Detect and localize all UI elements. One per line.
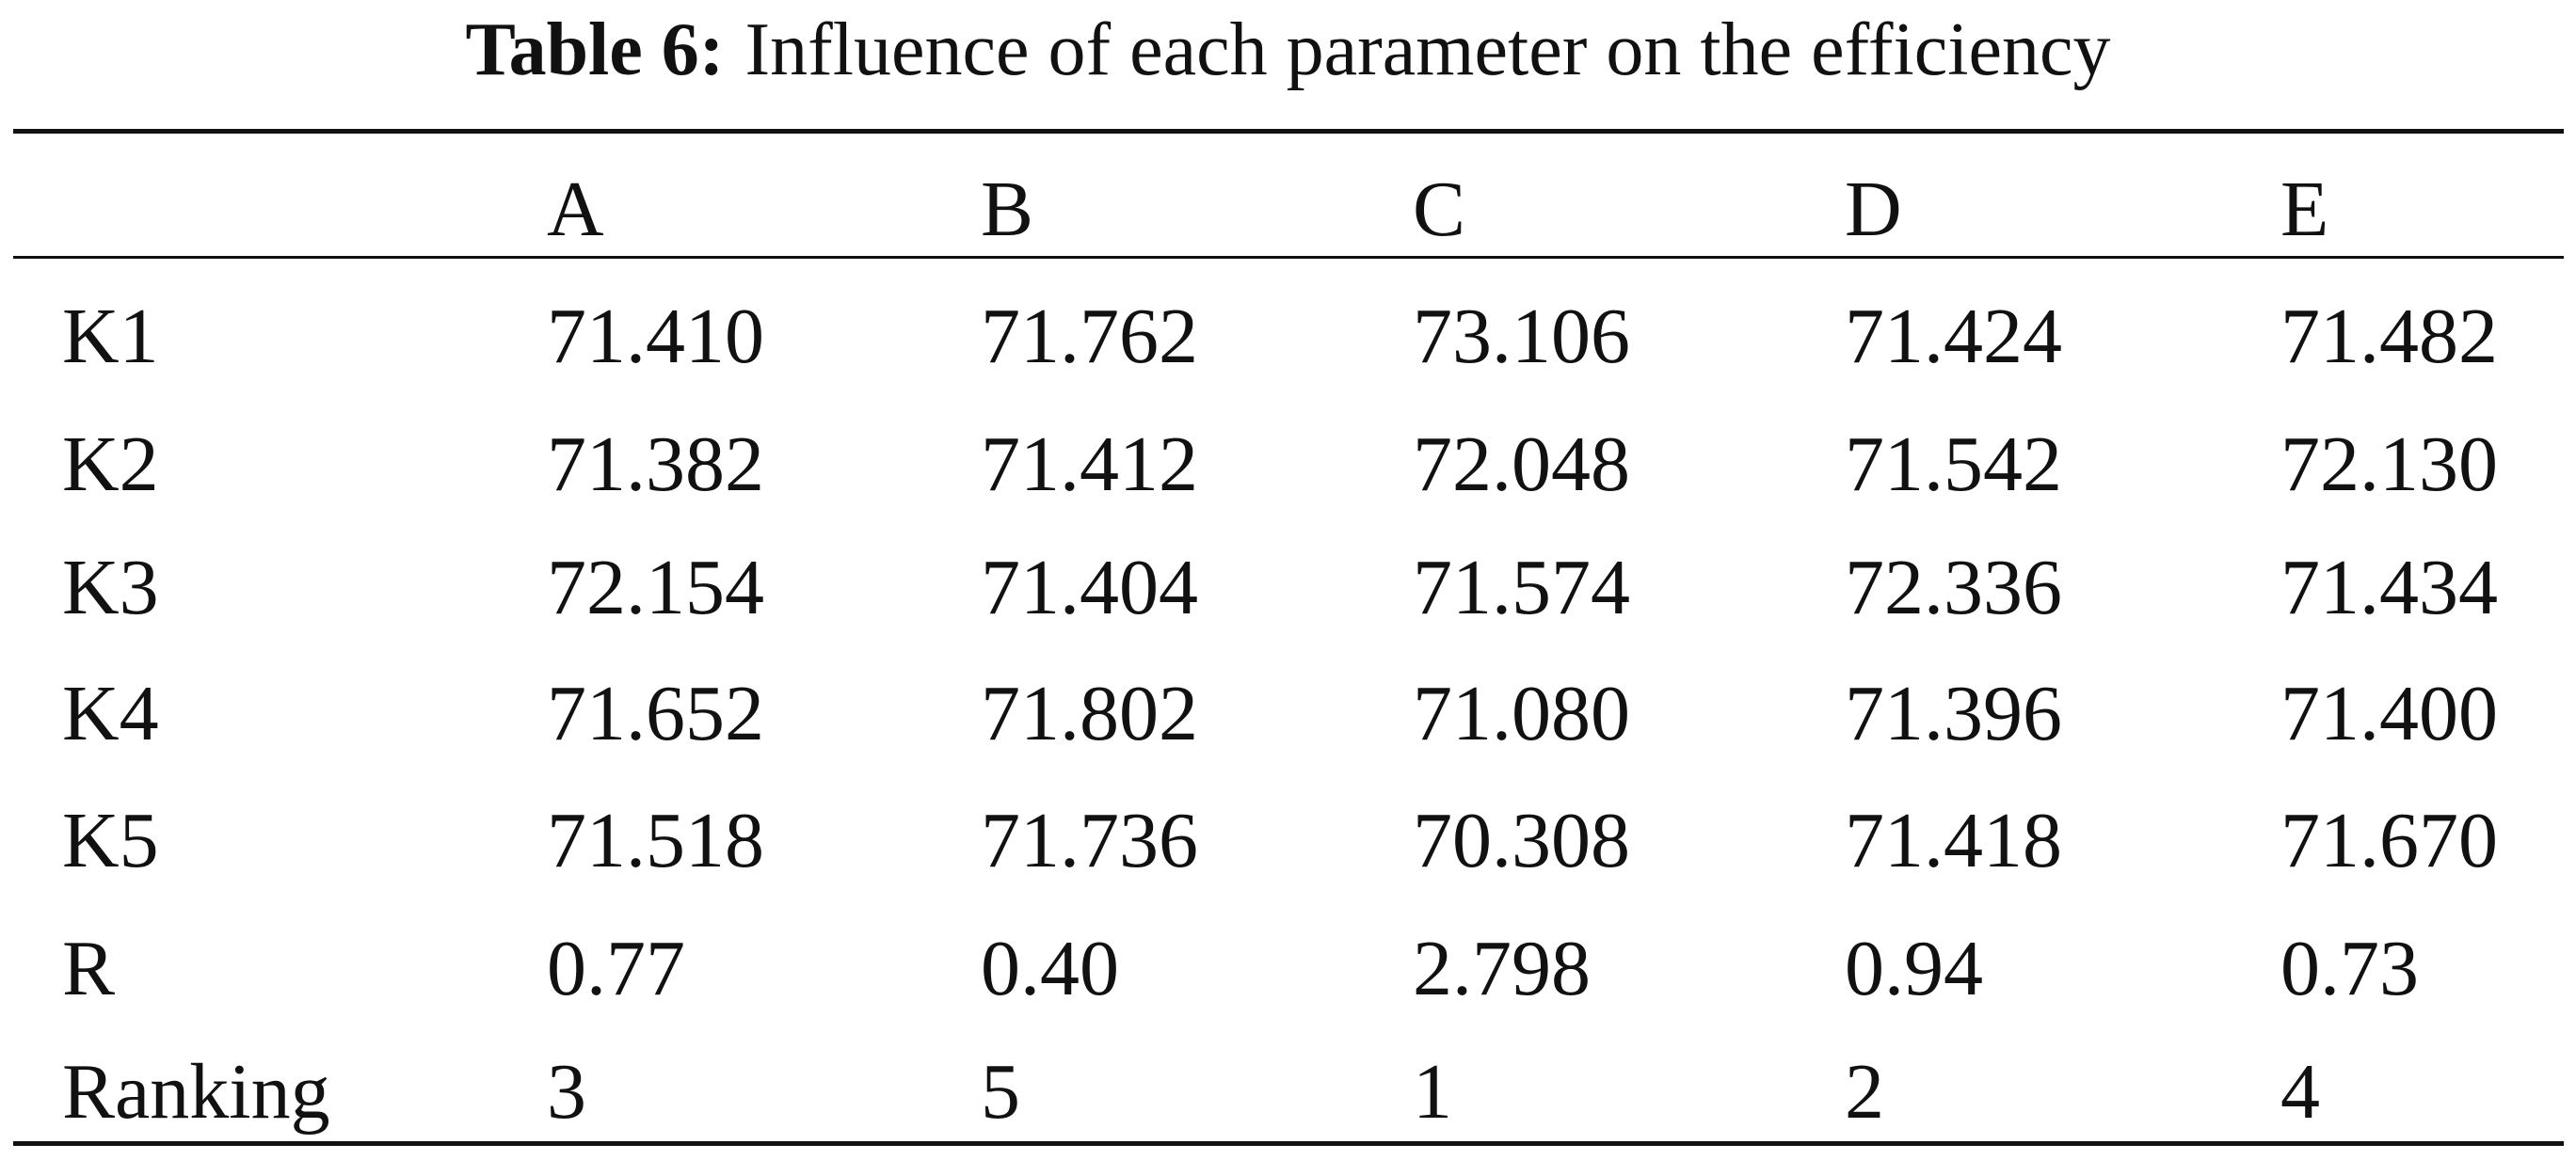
- table-cell: 73.106: [1413, 293, 1630, 380]
- row-label: Ranking: [62, 1048, 330, 1136]
- top-rule: [13, 129, 2564, 134]
- header-rule: [13, 256, 2564, 259]
- column-header: B: [981, 166, 1034, 253]
- column-header: E: [2280, 166, 2329, 253]
- row-label: K3: [62, 544, 159, 631]
- table-cell: 5: [981, 1048, 1020, 1136]
- table-cell: 71.670: [2280, 797, 2498, 884]
- table-cell: 71.518: [547, 797, 764, 884]
- table-cell: 72.130: [2280, 421, 2498, 508]
- table-cell: 71.396: [1845, 670, 2062, 757]
- row-label: K4: [62, 670, 159, 757]
- table-cell: 72.048: [1413, 421, 1630, 508]
- table-cell: 71.762: [981, 293, 1198, 380]
- caption-label: Table 6:: [465, 8, 725, 91]
- table-cell: 0.77: [547, 925, 685, 1012]
- table-cell: 71.424: [1845, 293, 2062, 380]
- table-caption: Table 6: Influence of each parameter on t…: [0, 8, 2576, 92]
- row-label: R: [62, 925, 116, 1012]
- table-cell: 71.382: [547, 421, 764, 508]
- table-cell: 71.404: [981, 544, 1198, 631]
- table-cell: 71.410: [547, 293, 764, 380]
- table-cell: 2: [1845, 1048, 1884, 1136]
- table-cell: 70.308: [1413, 797, 1630, 884]
- table-cell: 0.40: [981, 925, 1119, 1012]
- table-cell: 3: [547, 1048, 586, 1136]
- column-header: A: [547, 166, 604, 253]
- table-cell: 71.574: [1413, 544, 1630, 631]
- table-cell: 2.798: [1413, 925, 1591, 1012]
- table-cell: 71.434: [2280, 544, 2498, 631]
- table-cell: 71.802: [981, 670, 1198, 757]
- row-label: K5: [62, 797, 159, 884]
- table-cell: 0.94: [1845, 925, 1983, 1012]
- bottom-rule: [13, 1141, 2564, 1146]
- table-cell: 71.412: [981, 421, 1198, 508]
- table-cell: 71.482: [2280, 293, 2498, 380]
- caption-text: Influence of each parameter on the effic…: [744, 8, 2111, 91]
- table-cell: 72.336: [1845, 544, 2062, 631]
- table-cell: 71.652: [547, 670, 764, 757]
- row-label: K1: [62, 293, 159, 380]
- table-cell: 71.400: [2280, 670, 2498, 757]
- table-cell: 71.542: [1845, 421, 2062, 508]
- column-header: C: [1413, 166, 1466, 253]
- table-cell: 4: [2280, 1048, 2320, 1136]
- table-cell: 1: [1413, 1048, 1452, 1136]
- table-cell: 71.418: [1845, 797, 2062, 884]
- table-cell: 0.73: [2280, 925, 2419, 1012]
- table-cell: 71.736: [981, 797, 1198, 884]
- column-header: D: [1845, 166, 1902, 253]
- table-cell: 71.080: [1413, 670, 1630, 757]
- table-cell: 72.154: [547, 544, 764, 631]
- row-label: K2: [62, 421, 159, 508]
